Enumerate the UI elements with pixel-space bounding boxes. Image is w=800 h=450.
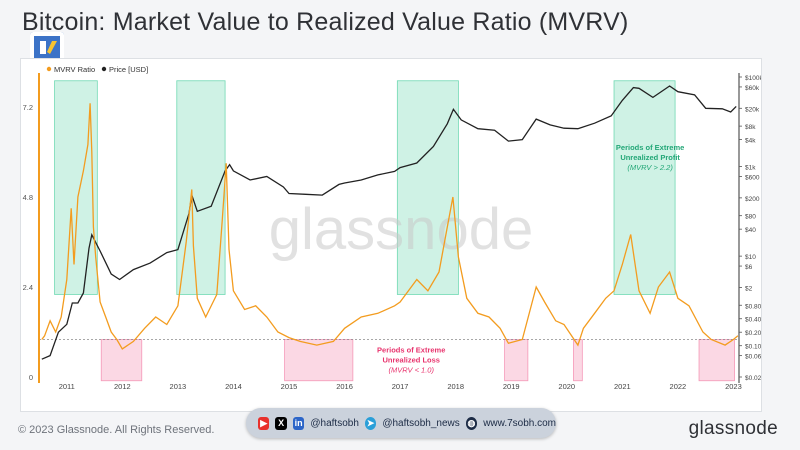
series-line-price xyxy=(41,85,737,360)
publisher-logo xyxy=(30,32,64,62)
annotation-profit-line: Periods of Extreme xyxy=(616,143,684,152)
right-tick-label: $80 xyxy=(745,214,756,221)
right-tick-label: $0.10 xyxy=(745,344,761,351)
x-tick-label: 2013 xyxy=(170,382,187,391)
left-tick-label: 2.4 xyxy=(23,283,33,292)
youtube-icon[interactable]: ▶ xyxy=(258,416,270,430)
x-tick-label: 2020 xyxy=(558,382,575,391)
right-tick-label: $0.06 xyxy=(745,354,761,361)
x-tick-label: 2011 xyxy=(59,382,75,391)
x-tick-label: 2014 xyxy=(225,382,242,391)
x-tick-label: 2021 xyxy=(614,382,631,391)
telegram-icon[interactable]: ➤ xyxy=(364,416,377,430)
right-tick-label: $1k xyxy=(745,165,756,172)
social-bar: ▶ X in @haftsobh ➤ @haftsobh_news ◍ www.… xyxy=(246,408,556,438)
telegram-handle-text[interactable]: @haftsobh_news xyxy=(382,417,460,429)
right-tick-label: $0.80 xyxy=(745,303,761,310)
zone-layer xyxy=(54,80,735,382)
x-tick-label: 2019 xyxy=(503,382,520,391)
profit-zone-2 xyxy=(396,80,459,295)
x-tick-label: 2016 xyxy=(336,382,353,391)
loss-zone-3 xyxy=(573,339,583,382)
series-layer xyxy=(41,85,739,360)
legend-label-mvrv[interactable]: MVRV Ratio xyxy=(54,65,95,74)
left-tick-label: 4.8 xyxy=(23,193,33,202)
watermark-text: glassnode xyxy=(269,197,533,262)
x-tick-label: 2023 xyxy=(725,382,742,391)
page-title: Bitcoin: Market Value to Realized Value … xyxy=(22,8,629,36)
brand-logo-text: glassnode xyxy=(688,418,778,439)
right-tick-label: $0.20 xyxy=(745,330,761,337)
annotation-loss-line: Periods of Extreme xyxy=(377,346,445,355)
globe-icon[interactable]: ◍ xyxy=(465,416,478,430)
copyright-text: © 2023 Glassnode. All Rights Reserved. xyxy=(18,424,215,436)
chart-panel: glassnode 0 2.4 4.8 7.2 $0.02 $0.06 $0.10 $0.20… xyxy=(20,58,762,412)
loss-zone-2 xyxy=(504,339,529,382)
linkedin-icon[interactable]: in xyxy=(292,416,305,430)
legend-label-price[interactable]: Price [USD] xyxy=(109,65,148,74)
legend: MVRV Ratio Price [USD] xyxy=(46,65,148,74)
right-tick-label: $4k xyxy=(745,138,756,145)
right-tick-label: $100k xyxy=(745,75,761,82)
profit-zone-1 xyxy=(176,80,226,295)
legend-marker-mvrv xyxy=(46,66,52,72)
right-tick-label: $10 xyxy=(745,254,756,261)
right-tick-label: $40 xyxy=(745,227,756,234)
right-tick-label: $0.02 xyxy=(745,375,761,382)
annotation-profit-line: Unrealized Profit xyxy=(620,153,680,162)
axes-layer: 0 2.4 4.8 7.2 $0.02 $0.06 $0.10 $0.20 $0.40 $0.80… xyxy=(23,73,761,391)
loss-zone-0 xyxy=(100,339,143,382)
x-tick-label: 2018 xyxy=(447,382,464,391)
right-tick-label: $200 xyxy=(745,196,760,203)
right-tick-label: $600 xyxy=(745,175,760,182)
annotation-loss-line: Unrealized Loss xyxy=(382,356,440,365)
handle-text[interactable]: @haftsobh xyxy=(310,417,359,429)
annotation-loss-sub: (MVRV < 1.0) xyxy=(388,366,434,375)
right-tick-label: $20k xyxy=(745,106,760,113)
legend-marker-price xyxy=(101,66,107,72)
right-tick-label: $6 xyxy=(745,264,753,271)
x-tick-label: 2012 xyxy=(114,382,131,391)
mvrv-chart: glassnode 0 2.4 4.8 7.2 $0.02 $0.06 $0.10 $0.20… xyxy=(23,65,761,391)
x-tick-label: 2017 xyxy=(392,382,409,391)
annotation-profit-sub: (MVRV > 2.2) xyxy=(627,163,673,172)
x-tick-label: 2015 xyxy=(281,382,298,391)
series-line-mvrv xyxy=(41,103,739,350)
right-tick-label: $60k xyxy=(745,85,760,92)
website-text[interactable]: www.7sobh.com xyxy=(483,417,557,429)
right-tick-label: $2 xyxy=(745,285,753,292)
left-tick-label: 0 xyxy=(29,373,33,382)
right-tick-label: $8k xyxy=(745,124,756,131)
loss-zone-4 xyxy=(698,339,735,382)
right-tick-label: $0.40 xyxy=(745,317,761,324)
x-icon[interactable]: X xyxy=(275,416,287,430)
left-tick-label: 7.2 xyxy=(23,103,33,112)
x-tick-label: 2022 xyxy=(670,382,687,391)
loss-zone-1 xyxy=(284,339,354,382)
